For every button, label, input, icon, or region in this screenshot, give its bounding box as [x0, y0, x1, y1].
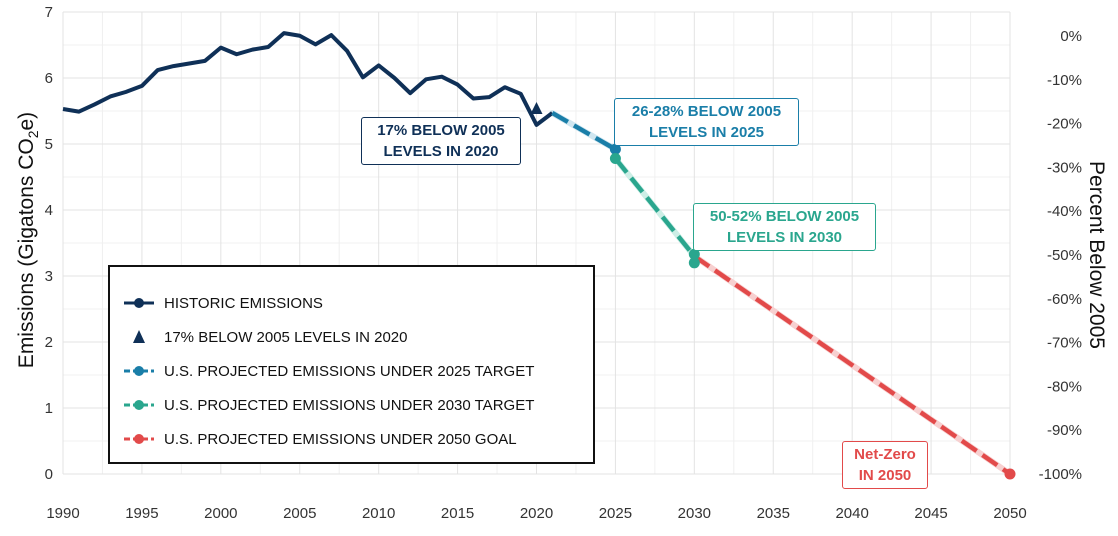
- legend-dash-circle-icon: [124, 400, 154, 410]
- y2-tick-label: -50%: [1047, 247, 1082, 264]
- callout-2050-line1: Net-Zero: [854, 446, 916, 463]
- x-tick-label: 2015: [441, 505, 474, 522]
- y2-tick-label: -20%: [1047, 116, 1082, 133]
- y2-tick-label: -10%: [1047, 72, 1082, 89]
- series-line-3: [693, 254, 1012, 476]
- legend-item-2030: U.S. PROJECTED EMISSIONS UNDER 2030 TARG…: [122, 394, 534, 416]
- callout-2030: 50-52% BELOW 2005 LEVELS IN 2030: [693, 203, 876, 251]
- legend-item-2025: U.S. PROJECTED EMISSIONS UNDER 2025 TARG…: [122, 360, 534, 382]
- y-axis-title: Emissions (Gigatons CO2e): [15, 112, 41, 368]
- legend-item-2020: 17% BELOW 2005 LEVELS IN 2020: [122, 326, 407, 348]
- callout-2025-line2: LEVELS IN 2025: [648, 124, 765, 141]
- legend: HISTORIC EMISSIONS 17% BELOW 2005 LEVELS…: [108, 265, 595, 464]
- legend-line-circle-icon: [124, 298, 154, 308]
- callout-2020-line1: 17% BELOW 2005: [377, 122, 505, 139]
- callout-2025: 26-28% BELOW 2005 LEVELS IN 2025: [614, 98, 799, 146]
- x-tick-label: 2020: [520, 505, 553, 522]
- marker-point: [688, 248, 700, 260]
- y-axis-ticks: 0 1 2 3 4 5 6 7: [45, 4, 53, 483]
- y2-tick-label: -30%: [1047, 159, 1082, 176]
- callout-2030-line1: 50-52% BELOW 2005: [709, 208, 860, 225]
- marker-point: [609, 153, 621, 165]
- y-tick-label: 5: [45, 136, 53, 153]
- legend-item-historic: HISTORIC EMISSIONS: [122, 292, 323, 314]
- series-line-1: [551, 111, 617, 152]
- x-tick-label: 2005: [283, 505, 316, 522]
- marker-point: [609, 143, 621, 155]
- y2-tick-label: -70%: [1047, 335, 1082, 352]
- callout-2030-line2: LEVELS IN 2030: [726, 229, 843, 246]
- y-tick-label: 0: [45, 466, 53, 483]
- x-tick-label: 2030: [678, 505, 711, 522]
- legend-dash-circle-icon: [124, 366, 154, 376]
- callout-2020-line2: LEVELS IN 2020: [383, 143, 499, 160]
- y2-tick-label: -40%: [1047, 203, 1082, 220]
- marker-point: [688, 257, 700, 269]
- x-tick-label: 1990: [46, 505, 79, 522]
- x-axis-ticks: 1990 1995 2000 2005 2010 2015 2020 2025 2030 2035…: [46, 505, 1026, 522]
- series-line-0: [62, 31, 554, 127]
- callout-2020: 17% BELOW 2005 LEVELS IN 2020: [361, 117, 521, 165]
- marker-triangle: [530, 102, 543, 115]
- callout-2050: Net-Zero IN 2050: [842, 441, 928, 489]
- x-tick-label: 2045: [914, 505, 947, 522]
- series-lines: [62, 31, 1012, 476]
- y2-tick-label: -90%: [1047, 422, 1082, 439]
- y2-tick-label: -80%: [1047, 378, 1082, 395]
- legend-label-2020: 17% BELOW 2005 LEVELS IN 2020: [164, 328, 408, 346]
- x-tick-label: 2050: [993, 505, 1026, 522]
- x-tick-label: 2025: [599, 505, 632, 522]
- legend-label-2050: U.S. PROJECTED EMISSIONS UNDER 2050 GOAL: [164, 430, 517, 448]
- legend-label-2030: U.S. PROJECTED EMISSIONS UNDER 2030 TARG…: [164, 396, 535, 414]
- x-tick-label: 2010: [362, 505, 395, 522]
- x-tick-label: 2040: [835, 505, 868, 522]
- x-tick-label: 2035: [757, 505, 790, 522]
- series-line-2: [613, 157, 697, 258]
- y-tick-label: 4: [45, 202, 53, 219]
- y2-tick-label: 0%: [1060, 28, 1082, 45]
- y2-axis-title: Percent Below 2005: [1085, 161, 1108, 349]
- y-tick-label: 7: [45, 4, 53, 21]
- y-tick-label: 2: [45, 334, 53, 351]
- y-tick-label: 3: [45, 268, 53, 285]
- callout-2050-line2: IN 2050: [858, 467, 912, 484]
- legend-triangle-icon: [133, 330, 145, 343]
- y-tick-label: 1: [45, 400, 53, 417]
- legend-item-2050: U.S. PROJECTED EMISSIONS UNDER 2050 GOAL: [122, 428, 517, 450]
- callout-2025-line1: 26-28% BELOW 2005: [631, 103, 782, 120]
- y2-tick-label: -60%: [1047, 291, 1082, 308]
- legend-label-2025: U.S. PROJECTED EMISSIONS UNDER 2025 TARG…: [164, 362, 535, 380]
- marker-point: [1004, 468, 1016, 480]
- y2-axis-ticks: 0% -10% -20% -30% -40% -50% -60% -70% -80% -90% -1…: [1039, 28, 1082, 483]
- y-tick-label: 6: [45, 70, 53, 87]
- data-markers: [530, 102, 1016, 480]
- y2-tick-label: -100%: [1039, 466, 1082, 483]
- legend-label-historic: HISTORIC EMISSIONS: [164, 294, 323, 312]
- legend-dash-circle-icon: [124, 434, 154, 444]
- x-tick-label: 1995: [125, 505, 158, 522]
- x-tick-label: 2000: [204, 505, 237, 522]
